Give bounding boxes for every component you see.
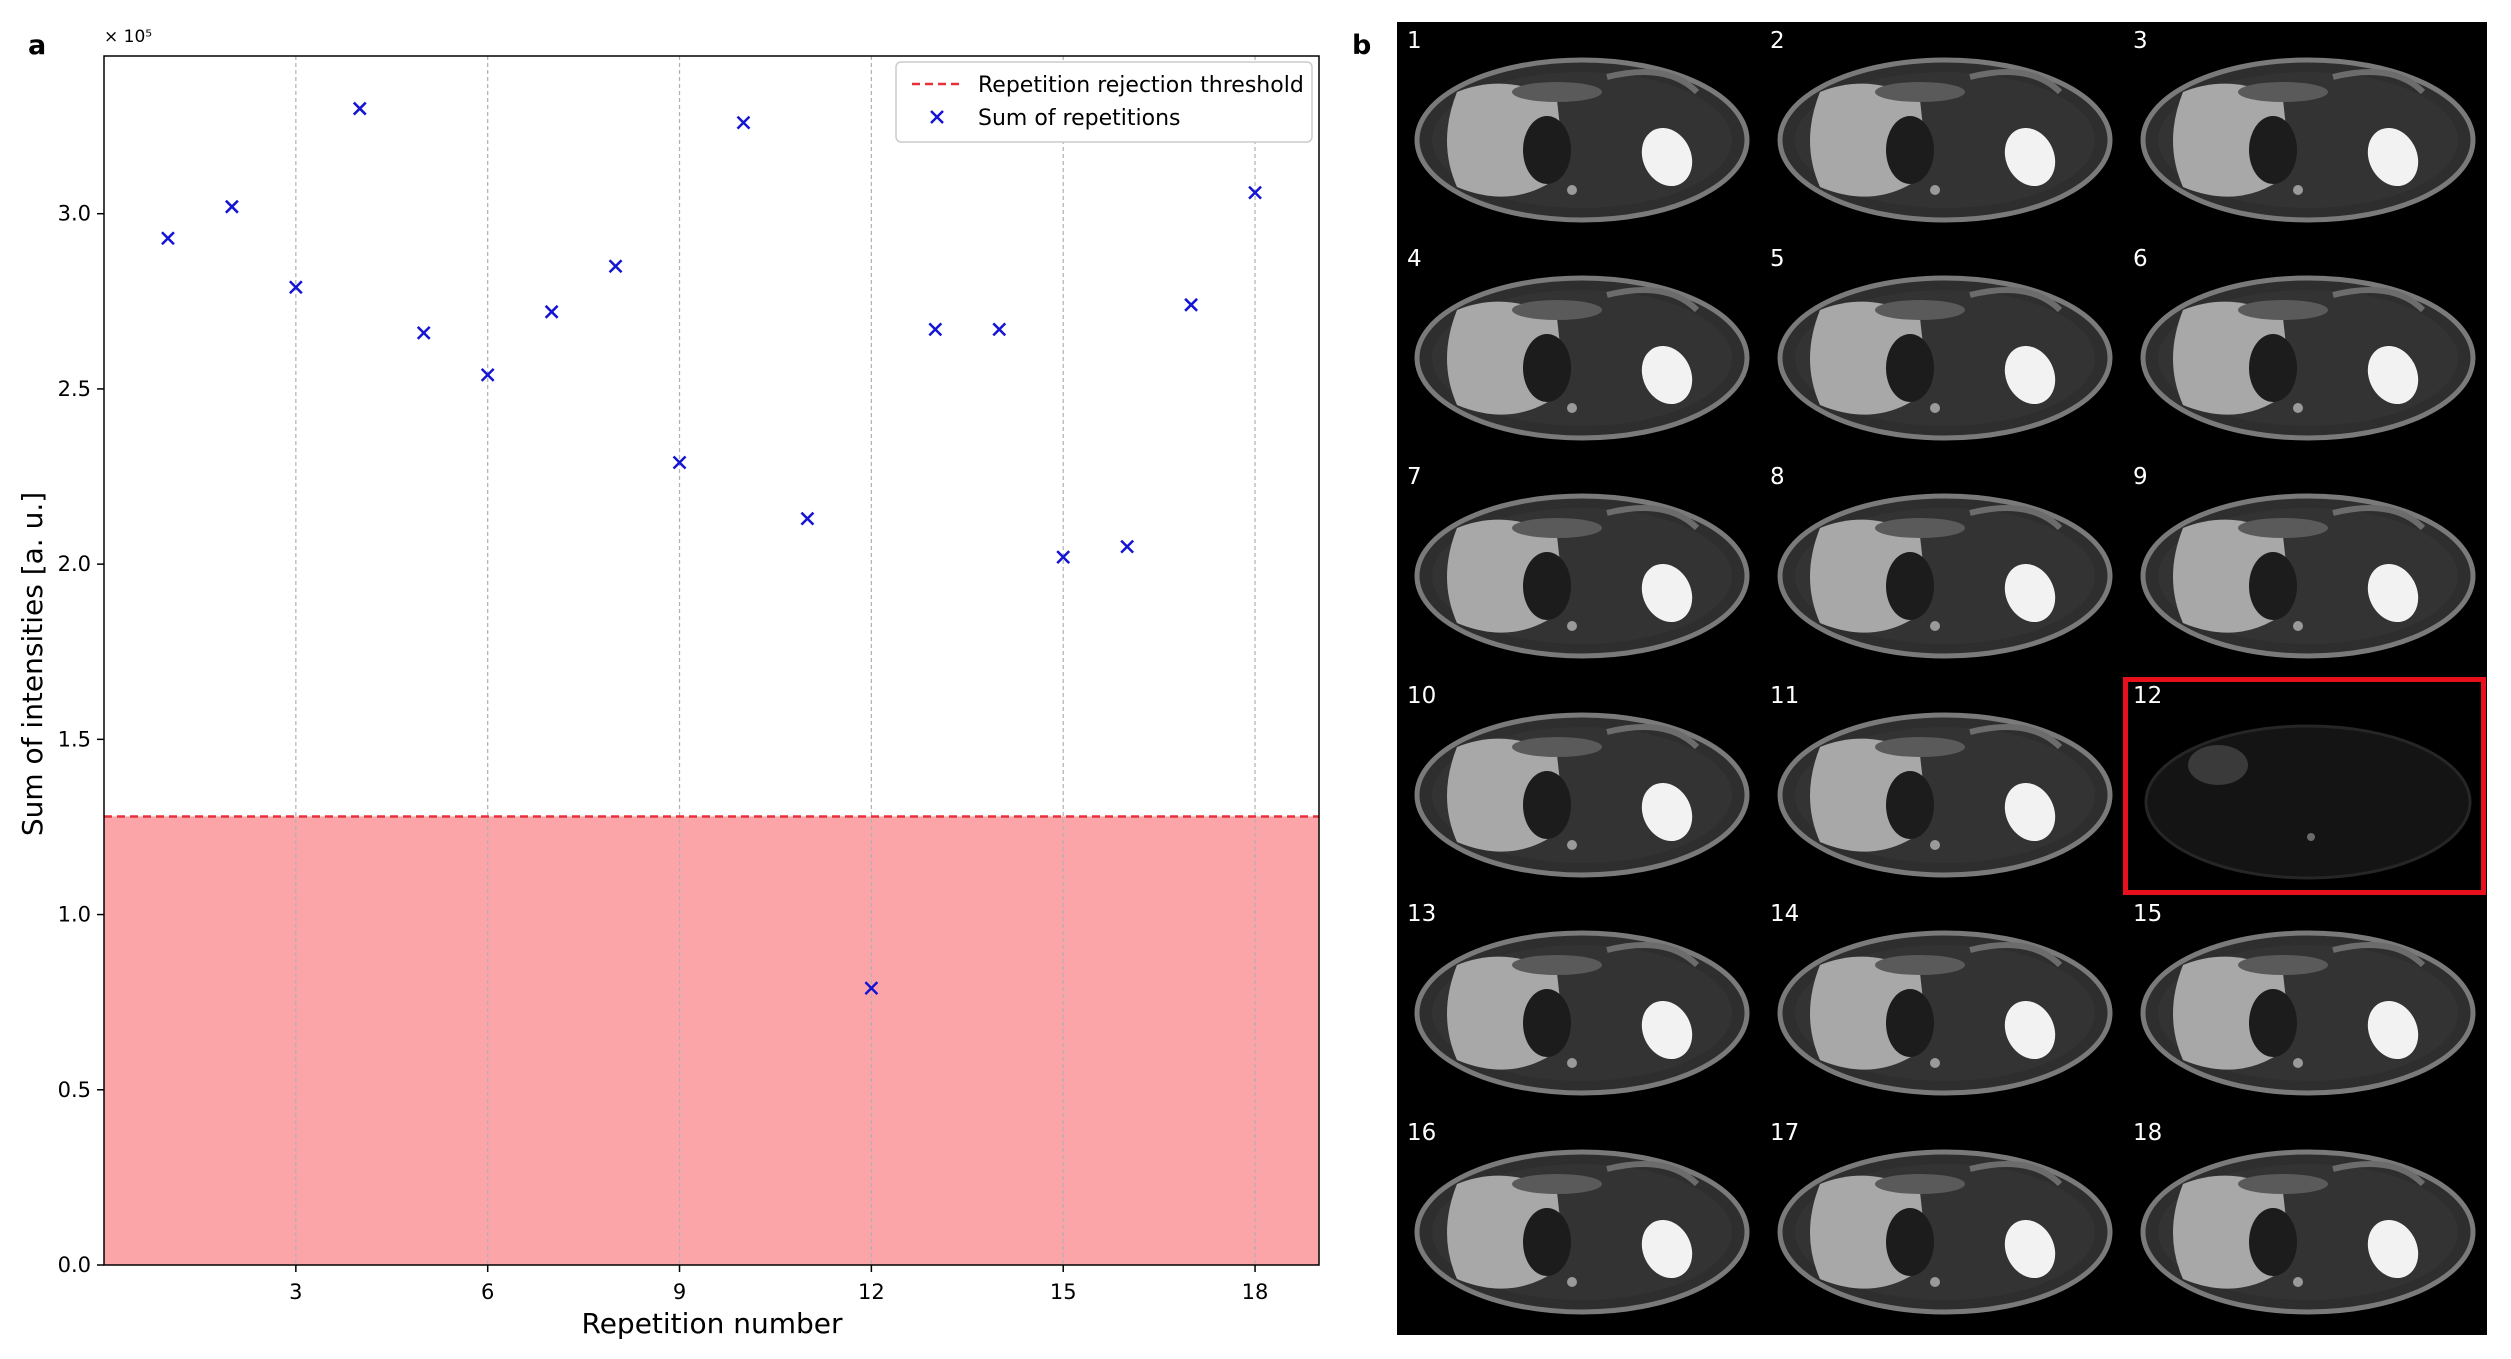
mri-tile: 16 bbox=[1397, 1114, 1760, 1332]
x-tick-label: 9 bbox=[673, 1280, 686, 1304]
x-tick-label: 3 bbox=[289, 1280, 302, 1304]
tile-number: 7 bbox=[1407, 464, 1422, 490]
data-point bbox=[1120, 539, 1135, 554]
y-tick-label: 2.5 bbox=[58, 377, 91, 401]
data-point bbox=[480, 368, 495, 382]
x-tick-label: 6 bbox=[481, 1280, 494, 1304]
scatter-chart: 3 6 9 12 15 18 0.0 0.5 1.0 1.5 2.0 2.5 3.0 × 10⁵ Rep… bbox=[16, 27, 1320, 1340]
legend-threshold-label: Repetition rejection threshold bbox=[978, 73, 1304, 98]
legend-box bbox=[895, 61, 1313, 143]
y-tick-label: 1.0 bbox=[58, 903, 91, 927]
tile-number: 18 bbox=[2133, 1120, 2163, 1146]
mri-slice-image bbox=[1414, 1149, 1750, 1315]
tile-number: 11 bbox=[1770, 683, 1800, 709]
mri-tile: 12 bbox=[2123, 677, 2486, 895]
mri-slice-image bbox=[1777, 57, 2113, 223]
legend: Repetition rejection threshold Sum of re… bbox=[895, 61, 1313, 143]
mri-slice-image bbox=[2140, 275, 2476, 441]
panel-a-label: a bbox=[28, 30, 47, 61]
tile-number: 6 bbox=[2133, 246, 2148, 272]
tile-number: 2 bbox=[1770, 28, 1785, 54]
tile-number: 9 bbox=[2133, 464, 2148, 490]
mri-slice-image bbox=[1414, 493, 1750, 659]
data-point bbox=[288, 280, 303, 295]
mri-slice-image bbox=[1414, 275, 1750, 441]
data-point bbox=[864, 981, 879, 996]
data-point bbox=[352, 101, 367, 116]
mri-tile: 4 bbox=[1397, 240, 1760, 458]
data-point bbox=[161, 231, 175, 246]
tile-number: 3 bbox=[2133, 28, 2148, 54]
data-point bbox=[992, 322, 1007, 337]
x-tick-label: 15 bbox=[1050, 1280, 1077, 1304]
mri-image-grid: 1 2 3 4 5 6 7 8 9 10 11 12 13 14 15 16 17 18 bbox=[1397, 22, 2487, 1335]
y-tick-label: 3.0 bbox=[58, 202, 91, 226]
mri-tile: 17 bbox=[1760, 1114, 2123, 1332]
legend-series-label: Sum of repetitions bbox=[978, 106, 1180, 131]
tile-number: 15 bbox=[2133, 901, 2163, 927]
data-point bbox=[608, 259, 623, 274]
tile-number: 14 bbox=[1770, 901, 1800, 927]
mri-slice-image bbox=[2140, 930, 2476, 1096]
y-multiplier-label: × 10⁵ bbox=[104, 27, 152, 47]
mri-tile: 18 bbox=[2123, 1114, 2486, 1332]
mri-slice-image bbox=[1414, 712, 1750, 878]
mri-tile: 6 bbox=[2123, 240, 2486, 458]
legend-point-swatch bbox=[930, 110, 944, 124]
data-point bbox=[416, 325, 431, 340]
mri-slice-image bbox=[2144, 724, 2472, 880]
plot-frame bbox=[103, 55, 1320, 1266]
tile-number: 4 bbox=[1407, 246, 1422, 272]
data-point bbox=[672, 455, 687, 470]
data-point bbox=[544, 304, 559, 319]
mri-slice-image bbox=[2140, 493, 2476, 659]
data-point bbox=[1056, 550, 1071, 565]
data-point bbox=[225, 199, 239, 214]
data-point bbox=[1184, 297, 1198, 312]
mri-tile: 3 bbox=[2123, 22, 2486, 240]
tile-number: 1 bbox=[1407, 28, 1422, 54]
rejection-region bbox=[104, 816, 1319, 1265]
x-tick-label: 18 bbox=[1242, 1280, 1269, 1304]
mri-tile: 8 bbox=[1760, 458, 2123, 676]
data-point bbox=[736, 115, 751, 130]
mri-tile: 14 bbox=[1760, 895, 2123, 1113]
tile-number: 10 bbox=[1407, 683, 1437, 709]
mri-tile: 7 bbox=[1397, 458, 1760, 676]
panel-b-label: b bbox=[1352, 30, 1372, 61]
mri-slice-image bbox=[1777, 493, 2113, 659]
mri-slice-image bbox=[2140, 1149, 2476, 1315]
mri-tile: 11 bbox=[1760, 677, 2123, 895]
mri-tile: 1 bbox=[1397, 22, 1760, 240]
mri-slice-image bbox=[2140, 57, 2476, 223]
tile-number: 12 bbox=[2133, 683, 2163, 709]
data-point bbox=[928, 322, 943, 337]
data-point bbox=[800, 511, 815, 526]
x-axis-label: Repetition number bbox=[582, 1307, 843, 1340]
mri-tile: 13 bbox=[1397, 895, 1760, 1113]
tile-number: 8 bbox=[1770, 464, 1785, 490]
tile-number: 17 bbox=[1770, 1120, 1800, 1146]
tile-number: 16 bbox=[1407, 1120, 1437, 1146]
data-point bbox=[1248, 185, 1262, 200]
x-tick-label: 12 bbox=[858, 1280, 885, 1304]
y-tick-label: 0.5 bbox=[58, 1078, 91, 1102]
y-tick-label: 1.5 bbox=[58, 727, 91, 751]
mri-slice-image bbox=[1777, 1149, 2113, 1315]
mri-slice-image bbox=[1414, 930, 1750, 1096]
y-tick-label: 0.0 bbox=[58, 1253, 91, 1277]
y-tick-label: 2.0 bbox=[58, 552, 91, 576]
mri-tile: 9 bbox=[2123, 458, 2486, 676]
tile-number: 5 bbox=[1770, 246, 1785, 272]
tile-number: 13 bbox=[1407, 901, 1437, 927]
mri-tile: 5 bbox=[1760, 240, 2123, 458]
mri-tile: 10 bbox=[1397, 677, 1760, 895]
y-axis-label: Sum of intensities [a. u.] bbox=[16, 492, 49, 836]
mri-slice-image bbox=[1777, 712, 2113, 878]
mri-tile: 2 bbox=[1760, 22, 2123, 240]
mri-tile: 15 bbox=[2123, 895, 2486, 1113]
mri-slice-image bbox=[1414, 57, 1750, 223]
mri-slice-image bbox=[1777, 275, 2113, 441]
mri-slice-image bbox=[1777, 930, 2113, 1096]
